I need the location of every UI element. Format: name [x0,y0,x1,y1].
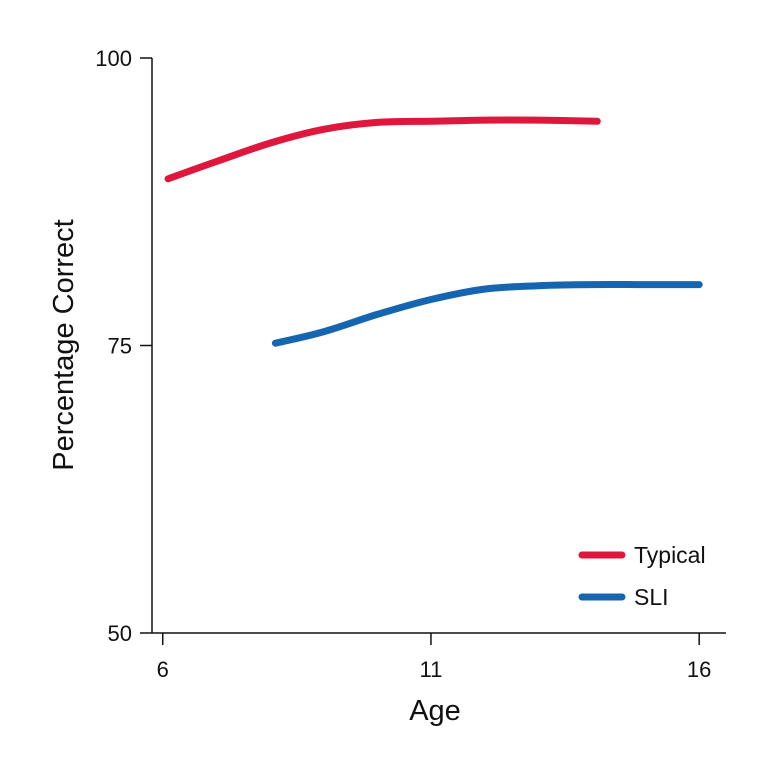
x-tick-label-11: 11 [420,657,443,682]
series-line-typical [164,116,601,183]
series-line-sli [271,281,703,347]
y-ticks: 50 75 100 [95,46,152,646]
legend: Typical SLI [578,542,706,610]
legend-label-sli: SLI [634,584,669,610]
series-layer [164,116,703,347]
x-ticks: 6 11 16 [157,633,711,682]
y-tick-label-100: 100 [95,46,132,71]
x-tick-label-6: 6 [157,657,169,682]
y-tick-label-50: 50 [108,621,132,646]
x-tick-label-16: 16 [687,657,711,682]
y-tick-label-75: 75 [108,334,132,359]
legend-label-typical: Typical [634,542,706,568]
x-axis-label: Age [409,695,461,727]
y-axis-label: Percentage Correct [48,219,80,470]
